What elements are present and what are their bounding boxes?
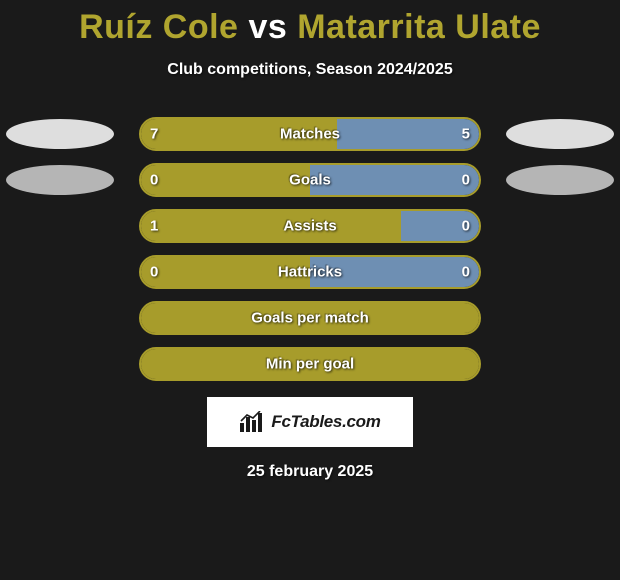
stat-bar: Min per goal xyxy=(139,347,481,381)
player-marker-right xyxy=(506,165,614,195)
stat-bar-left xyxy=(141,211,401,241)
stat-label: Goals per match xyxy=(251,310,369,327)
stat-value-left: 7 xyxy=(150,126,158,143)
stat-value-left: 0 xyxy=(150,172,158,189)
stat-row: Min per goal xyxy=(0,347,620,381)
title-vs: vs xyxy=(248,8,287,46)
stat-row: Assists 1 0 xyxy=(0,209,620,243)
page-title: Ruíz Cole vs Matarrita Ulate xyxy=(0,0,620,47)
stat-bar-right xyxy=(310,165,479,195)
stat-row: Matches 7 5 xyxy=(0,117,620,151)
title-player1: Ruíz Cole xyxy=(79,8,238,46)
stat-bar: Goals xyxy=(139,163,481,197)
title-player2: Matarrita Ulate xyxy=(297,8,541,46)
player-marker-left xyxy=(6,165,114,195)
stat-label: Matches xyxy=(280,126,340,143)
brand-text: FcTables.com xyxy=(271,412,380,432)
comparison-chart: Matches75Goals00Assists10Hattricks00Goal… xyxy=(0,117,620,381)
chart-bars-icon xyxy=(239,411,265,433)
stat-row: Goals 0 0 xyxy=(0,163,620,197)
stat-bar: Matches xyxy=(139,117,481,151)
subtitle: Club competitions, Season 2024/2025 xyxy=(0,61,620,79)
stat-label: Goals xyxy=(289,172,331,189)
stat-bar: Hattricks xyxy=(139,255,481,289)
stat-bar-right xyxy=(337,119,479,149)
player-marker-right xyxy=(506,119,614,149)
player-marker-left xyxy=(6,119,114,149)
brand-badge: FcTables.com xyxy=(207,397,413,447)
stat-value-right: 0 xyxy=(462,172,470,189)
stat-value-right: 0 xyxy=(462,218,470,235)
stat-bar-left xyxy=(141,165,310,195)
stat-label: Min per goal xyxy=(266,356,354,373)
stat-value-right: 5 xyxy=(462,126,470,143)
stat-label: Assists xyxy=(283,218,336,235)
stat-value-left: 0 xyxy=(150,264,158,281)
stat-bar: Assists xyxy=(139,209,481,243)
stat-row: Hattricks 0 0 xyxy=(0,255,620,289)
stat-bar: Goals per match xyxy=(139,301,481,335)
stat-label: Hattricks xyxy=(278,264,342,281)
stat-value-left: 1 xyxy=(150,218,158,235)
stat-row: Goals per match xyxy=(0,301,620,335)
date-text: 25 february 2025 xyxy=(0,463,620,481)
stat-value-right: 0 xyxy=(462,264,470,281)
